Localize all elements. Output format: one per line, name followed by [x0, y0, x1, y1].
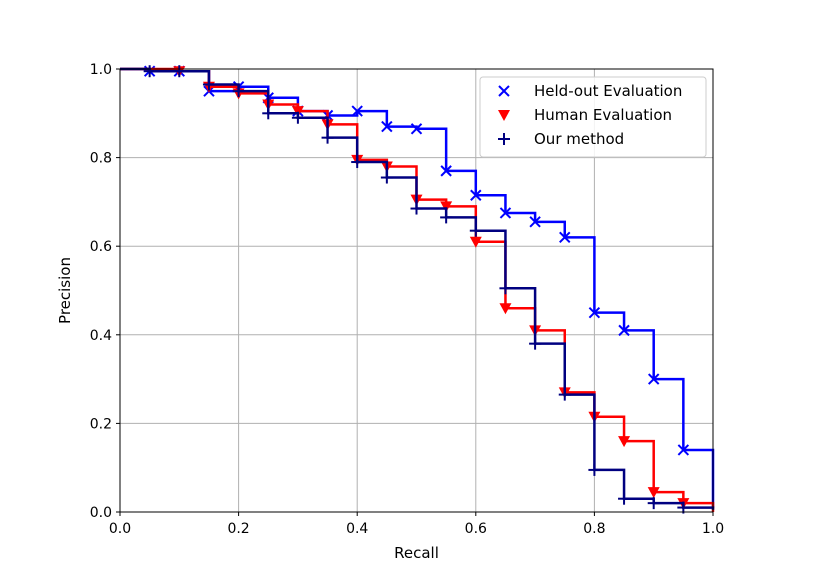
legend-plus-marker: [498, 133, 510, 145]
y-tick-label: 1.0: [90, 62, 112, 78]
x-marker: [647, 373, 660, 385]
y-tick-label: 0.6: [90, 239, 112, 255]
x-marker: [677, 444, 690, 456]
legend-label: Held-out Evaluation: [534, 82, 682, 100]
plus-marker: [410, 202, 423, 215]
x-tick-label: 0.8: [583, 521, 605, 537]
triangle-marker: [647, 487, 660, 499]
plus-marker: [380, 171, 393, 184]
y-tick-label: 0.0: [90, 505, 112, 521]
series-2: [120, 65, 715, 514]
x-marker: [588, 306, 601, 319]
plot-frame: [119, 68, 714, 513]
series-group: [120, 65, 715, 514]
plus-marker: [351, 156, 364, 169]
y-axis-label: Precision: [56, 257, 74, 324]
x-marker: [440, 165, 452, 177]
plus-marker: [291, 111, 304, 124]
plus-marker: [499, 282, 512, 295]
plus-marker: [232, 85, 245, 98]
triangle-marker: [469, 236, 482, 248]
x-marker: [470, 189, 482, 201]
x-tick-label: 0.2: [227, 521, 249, 537]
x-tick-label: 0.4: [346, 521, 368, 537]
plus-marker: [558, 388, 571, 401]
x-marker: [381, 120, 393, 133]
y-tick-label: 0.2: [90, 416, 112, 432]
plus-marker: [440, 211, 453, 224]
x-axis-label: Recall: [394, 544, 439, 562]
plus-marker: [529, 337, 542, 350]
legend-x-marker: [498, 85, 510, 97]
legend-label: Human Evaluation: [534, 106, 672, 124]
legend-triangle-marker: [498, 110, 510, 121]
plus-marker: [202, 78, 215, 91]
series-line: [120, 67, 715, 512]
legend-box: [479, 76, 707, 158]
axis-ticks: 0.00.0 0.2 0.2 0.4 0.4 0.6 0.6 0.8 0.8 1.0 1.0: [90, 62, 724, 537]
plus-marker: [647, 497, 660, 510]
y-tick-label: 0.4: [90, 328, 112, 344]
plus-marker: [143, 65, 156, 78]
x-marker: [618, 324, 630, 337]
legend-label: Our method: [534, 130, 624, 148]
triangle-marker: [291, 106, 304, 118]
plus-marker: [618, 492, 631, 505]
plus-marker: [469, 224, 482, 237]
x-marker: [410, 123, 423, 135]
plus-marker: [321, 131, 334, 144]
x-marker: [499, 207, 512, 219]
triangle-marker: [440, 201, 453, 213]
legend: Held-out Evaluation Human Evaluation Our m…: [479, 76, 707, 158]
x-marker: [559, 231, 571, 244]
x-marker: [529, 216, 541, 228]
x-tick-label: 0.6: [465, 521, 487, 537]
x-tick-label: 1.0: [702, 521, 724, 537]
x-tick-label: 0.0: [109, 521, 131, 537]
y-tick-label: 0.8: [90, 151, 112, 167]
x-marker: [351, 105, 363, 117]
triangle-marker: [618, 436, 631, 448]
plus-marker: [588, 463, 601, 476]
plus-marker: [173, 65, 186, 78]
plus-marker: [262, 107, 275, 120]
triangle-marker: [499, 303, 512, 315]
